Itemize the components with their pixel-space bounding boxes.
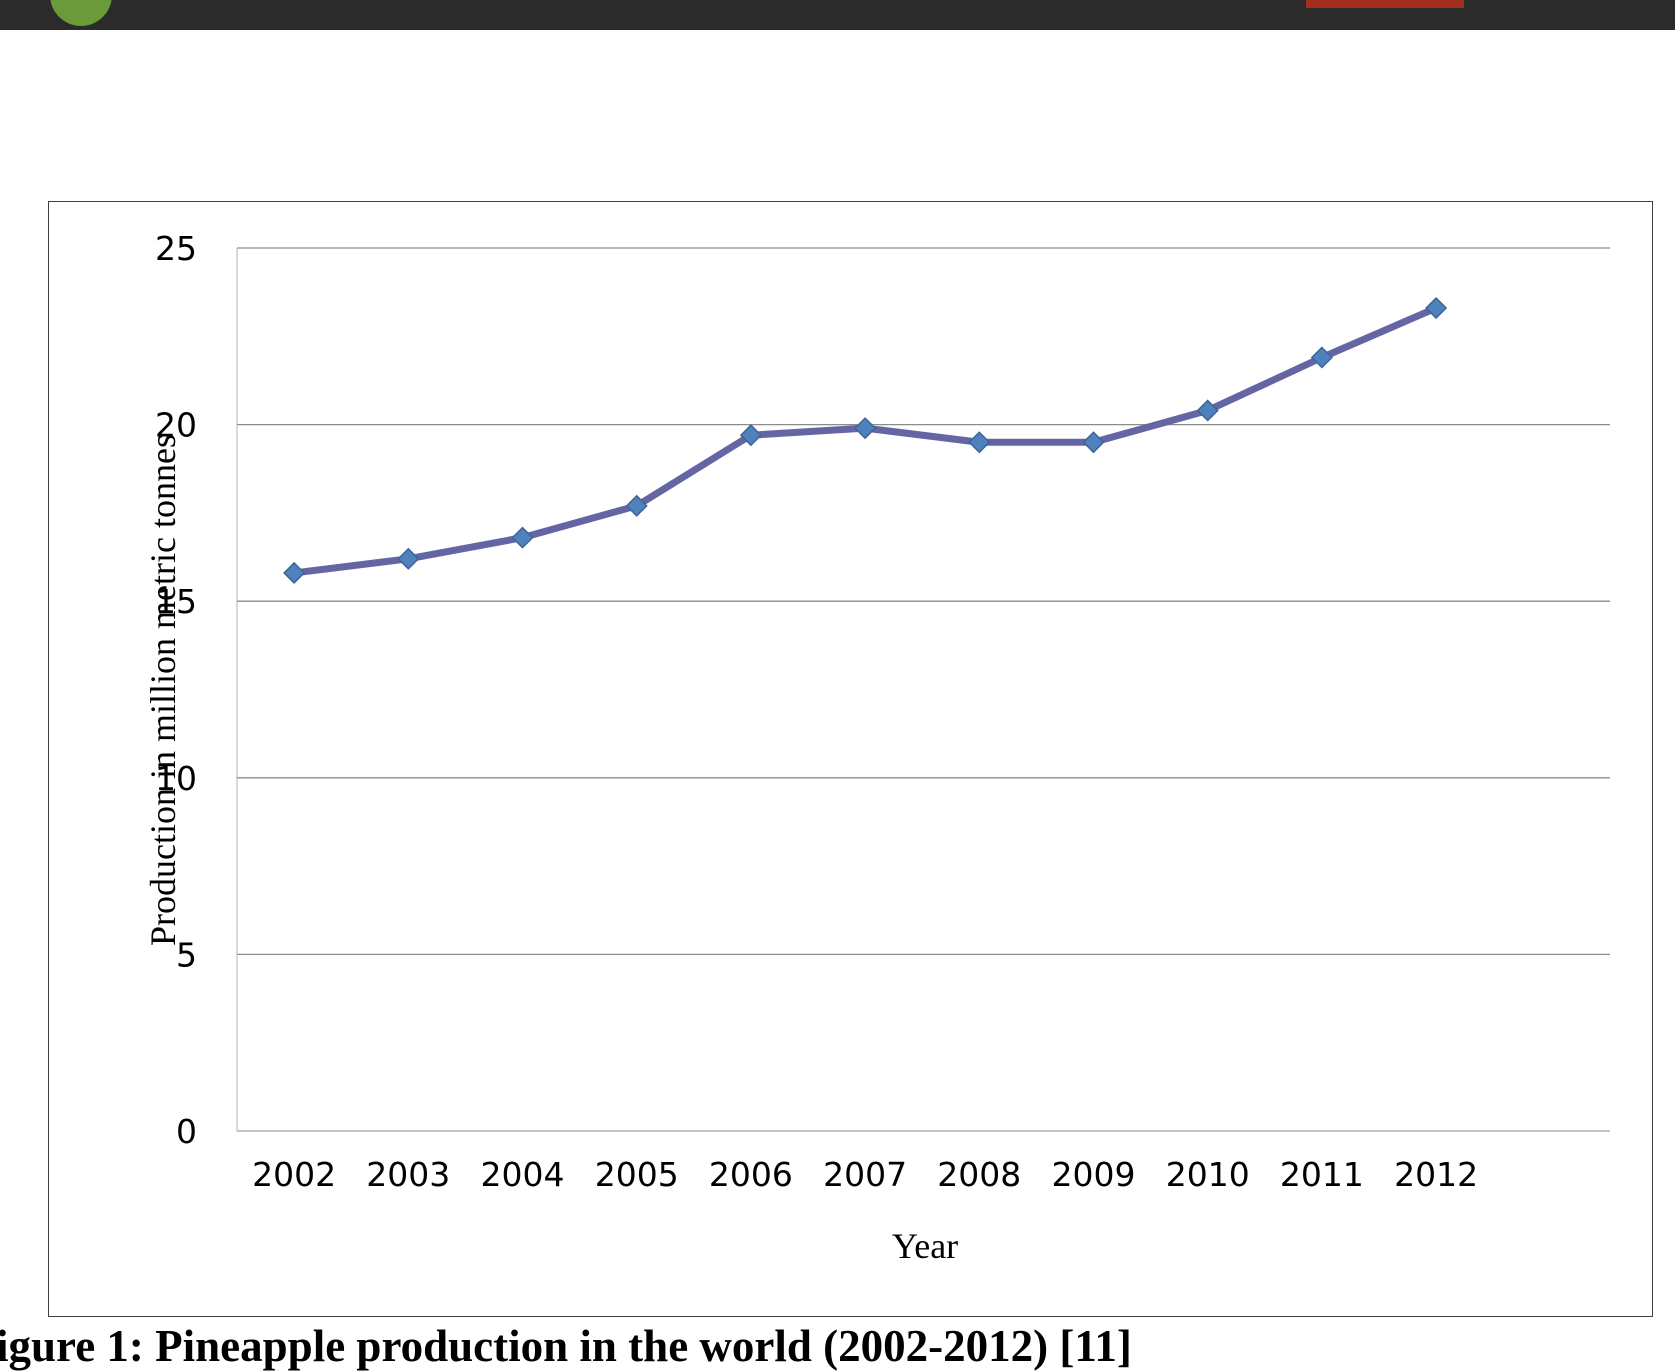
x-axis-title: Year (892, 1226, 958, 1266)
header-badge (1306, 0, 1464, 8)
top-header-bar (0, 0, 1675, 30)
x-tick-label: 2012 (1394, 1155, 1478, 1194)
x-axis-ticks: 2002 2003 2004 2005 2006 2007 2008 2009 2010 2011… (252, 1155, 1478, 1194)
x-tick-label: 2003 (366, 1155, 450, 1194)
y-tick-label: 0 (176, 1112, 197, 1151)
x-tick-label: 2008 (937, 1155, 1021, 1194)
data-point-2012 (1425, 296, 1448, 320)
y-axis-title: Production in million metric tonnes (143, 434, 183, 946)
x-tick-label: 2007 (823, 1155, 907, 1194)
series-layer (283, 296, 1448, 585)
x-tick-label: 2010 (1166, 1155, 1250, 1194)
x-tick-label: 2006 (709, 1155, 793, 1194)
y-tick-label: 5 (176, 935, 197, 974)
x-tick-label: 2011 (1280, 1155, 1364, 1194)
y-tick-label: 10 (155, 759, 197, 798)
gridlines (236, 247, 1610, 1132)
data-point-2010 (1196, 399, 1219, 422)
y-axis-ticks: 0 5 10 15 20 25 (155, 229, 197, 1151)
figure-caption: igure 1: Pineapple production in the wor… (0, 1321, 1132, 1371)
y-tick-label: 20 (155, 406, 197, 445)
y-tick-label: 25 (155, 229, 197, 268)
x-tick-label: 2005 (595, 1155, 679, 1194)
x-tick-label: 2004 (481, 1155, 565, 1194)
series-line (290, 304, 1440, 577)
data-point-2005 (625, 494, 648, 517)
data-point-2009 (1082, 431, 1105, 454)
chart-frame: 0 5 10 15 20 25 2002 2003 2004 2005 2006 2007 2008 2… (48, 201, 1653, 1317)
logo-icon (50, 0, 112, 26)
x-tick-label: 2009 (1052, 1155, 1136, 1194)
data-point-2008 (968, 431, 991, 454)
data-point-2006 (739, 424, 762, 447)
x-tick-label: 2002 (252, 1155, 336, 1194)
data-point-2007 (854, 417, 877, 440)
data-point-2004 (511, 526, 534, 549)
data-point-2003 (397, 547, 420, 570)
y-tick-label: 15 (155, 582, 197, 621)
data-point-2011 (1310, 346, 1333, 369)
data-point-2002 (283, 561, 306, 585)
